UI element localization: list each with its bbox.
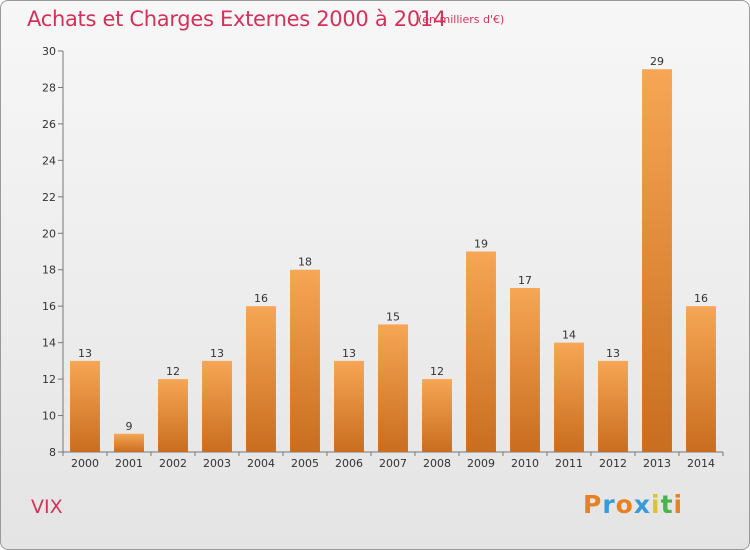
bar-2008[interactable] [422,379,452,452]
logo-letter: i [651,490,661,519]
data-label-2006: 13 [342,347,356,360]
bar-2000[interactable] [70,360,100,452]
data-label-2014: 16 [694,292,708,305]
y-tick-label: 10 [42,410,56,423]
y-tick-label: 22 [42,191,56,204]
bar-2013[interactable] [642,69,672,453]
x-tick-label-2006: 2006 [335,457,363,470]
chart-title: Achats et Charges Externes 2000 à 2014 [27,7,447,31]
x-tick-label-2001: 2001 [115,457,143,470]
x-tick-label-2007: 2007 [379,457,407,470]
logo-letter: P [583,490,603,519]
data-label-2000: 13 [78,347,92,360]
logo-letter: i [673,490,684,519]
data-label-2011: 14 [562,329,576,342]
bar-2004[interactable] [246,306,276,452]
bar-2007[interactable] [378,324,408,452]
chart-subtitle: (en milliers d'€) [418,13,505,26]
logo-letter: x [633,490,651,519]
bar-2010[interactable] [510,287,540,452]
x-tick-label-2011: 2011 [555,457,583,470]
bar-2011[interactable] [554,342,584,452]
y-tick-label: 12 [42,373,56,386]
x-tick-label-2000: 2000 [71,457,99,470]
bar-2012[interactable] [598,360,628,452]
x-tick-label-2012: 2012 [599,457,627,470]
y-tick-label: 30 [42,45,56,58]
x-tick-label-2009: 2009 [467,457,495,470]
data-label-2005: 18 [298,256,312,269]
y-tick-label: 18 [42,264,56,277]
logo-letter: t [660,490,674,519]
data-label-2010: 17 [518,274,532,287]
data-label-2001: 9 [126,420,133,433]
data-label-2009: 19 [474,238,488,251]
x-tick-label-2010: 2010 [511,457,539,470]
y-tick-label: 14 [42,337,56,350]
y-tick-label: 28 [42,81,56,94]
logo-letter: o [615,490,634,519]
x-tick-label-2013: 2013 [643,457,671,470]
x-tick-label-2008: 2008 [423,457,451,470]
x-tick-label-2004: 2004 [247,457,275,470]
data-label-2013: 29 [650,55,664,68]
logo-letter: r [602,490,616,519]
bar-2005[interactable] [290,269,320,452]
bar-2006[interactable] [334,360,364,452]
bar-2009[interactable] [466,251,496,453]
y-tick-label: 8 [49,446,56,459]
x-tick-label-2003: 2003 [203,457,231,470]
x-tick-label-2014: 2014 [687,457,715,470]
proxiti-logo[interactable]: Proxiti [583,490,683,519]
y-tick-label: 20 [42,227,56,240]
data-label-2007: 15 [386,310,400,323]
data-label-2002: 12 [166,365,180,378]
bar-2002[interactable] [158,379,188,452]
y-tick-label: 26 [42,118,56,131]
commune-name: VIX [31,496,63,518]
bar-2014[interactable] [686,306,716,452]
x-tick-label-2002: 2002 [159,457,187,470]
bar-2001[interactable] [114,433,144,452]
data-label-2003: 13 [210,347,224,360]
y-tick-label: 16 [42,300,56,313]
data-label-2008: 12 [430,365,444,378]
data-label-2012: 13 [606,347,620,360]
y-tick-label: 24 [42,154,56,167]
x-tick-label-2005: 2005 [291,457,319,470]
data-label-2004: 16 [254,292,268,305]
bar-2003[interactable] [202,360,232,452]
